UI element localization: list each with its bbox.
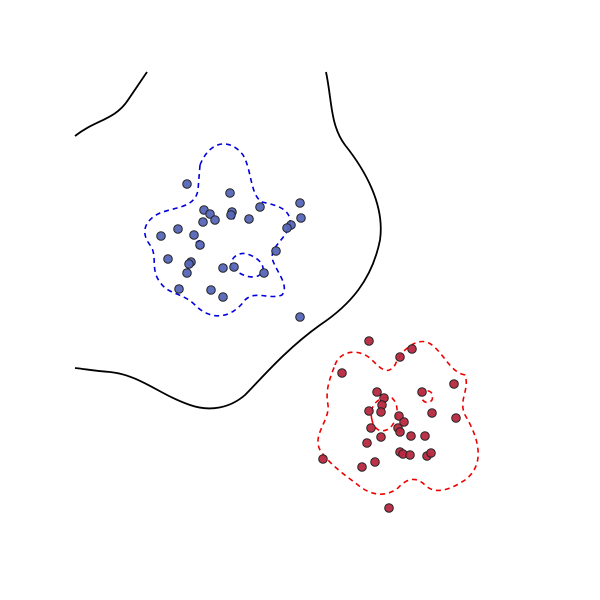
point [318,454,328,464]
point [376,407,386,417]
point [210,215,220,225]
point [406,431,416,441]
point [295,198,305,208]
point [226,210,236,220]
point [395,427,405,437]
point [218,292,228,302]
point [195,240,205,250]
point [156,231,166,241]
point [198,217,208,227]
point [405,450,415,460]
point [426,448,436,458]
point [399,417,409,427]
point [376,432,386,442]
point [364,406,374,416]
point [417,387,427,397]
points [156,179,461,513]
point [271,246,281,256]
point [182,179,192,189]
point [337,368,347,378]
point [296,213,306,223]
class-contour [144,143,291,317]
point [372,387,382,397]
point [218,263,228,273]
point [163,254,173,264]
point [259,268,269,278]
point [420,431,430,441]
point [407,344,417,354]
point [362,438,372,448]
point [427,408,437,418]
point [182,268,192,278]
point [174,284,184,294]
class-contour [317,340,479,495]
point [282,223,292,233]
point [225,188,235,198]
point [184,259,194,269]
point [451,413,461,423]
point [255,202,265,212]
point [295,312,305,322]
point [364,336,374,346]
point [189,230,199,240]
point [244,214,254,224]
point [357,462,367,472]
point [206,285,216,295]
point [173,224,183,234]
point [384,503,394,513]
decision-boundary [74,71,382,410]
point [366,423,376,433]
point [229,262,239,272]
point [370,457,380,467]
point [395,352,405,362]
point [449,379,459,389]
